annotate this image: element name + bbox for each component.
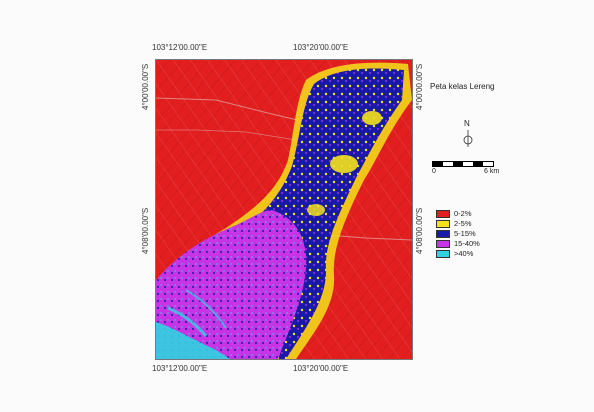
- legend-label: 0-2%: [454, 208, 472, 218]
- coord-bottom-right: 103°20'00.00"E: [293, 364, 349, 373]
- coord-top-right: 103°20'00.00"E: [293, 43, 349, 52]
- coord-left-top: 4°00'00.00"S: [141, 63, 150, 110]
- scale-end-label: 6 km: [484, 168, 500, 175]
- compass-icon: [463, 130, 473, 147]
- legend-swatch: [436, 229, 450, 238]
- legend-item: 2-5%: [436, 219, 480, 228]
- slope-map-graphic: [156, 60, 412, 359]
- legend-item: 5-15%: [436, 229, 480, 238]
- coord-left-bottom: 4°08'00.00"S: [141, 207, 150, 254]
- legend-swatch: [436, 239, 450, 248]
- legend-label: >40%: [454, 248, 474, 258]
- scale-segment: [433, 162, 443, 166]
- north-arrow: N: [458, 119, 478, 149]
- legend-swatch: [436, 209, 450, 218]
- legend-item: >40%: [436, 249, 480, 258]
- scale-segment: [473, 162, 483, 166]
- scale-start-label: 0: [432, 168, 436, 175]
- scale-bar: 0 6 km: [432, 161, 502, 181]
- slope-map[interactable]: [155, 59, 413, 360]
- coord-right-bottom: 4°08'00.00"S: [415, 207, 424, 254]
- coord-right-top: 4°00'00.00"S: [415, 63, 424, 110]
- legend-swatch: [436, 219, 450, 228]
- legend-swatch: [436, 249, 450, 258]
- scale-segment: [453, 162, 463, 166]
- map-title: Peta kelas Lereng: [430, 82, 495, 91]
- legend-label: 2-5%: [454, 218, 472, 228]
- coord-top-left: 103°12'00.00"E: [152, 43, 208, 52]
- legend-item: 0-2%: [436, 209, 480, 218]
- legend-label: 15-40%: [454, 238, 480, 248]
- legend: 0-2% 2-5% 5-15% 15-40% >40%: [436, 209, 480, 259]
- coord-bottom-left: 103°12'00.00"E: [152, 364, 208, 373]
- legend-item: 15-40%: [436, 239, 480, 248]
- legend-label: 5-15%: [454, 228, 476, 238]
- north-label: N: [464, 119, 470, 128]
- scale-bar-track: [432, 161, 494, 167]
